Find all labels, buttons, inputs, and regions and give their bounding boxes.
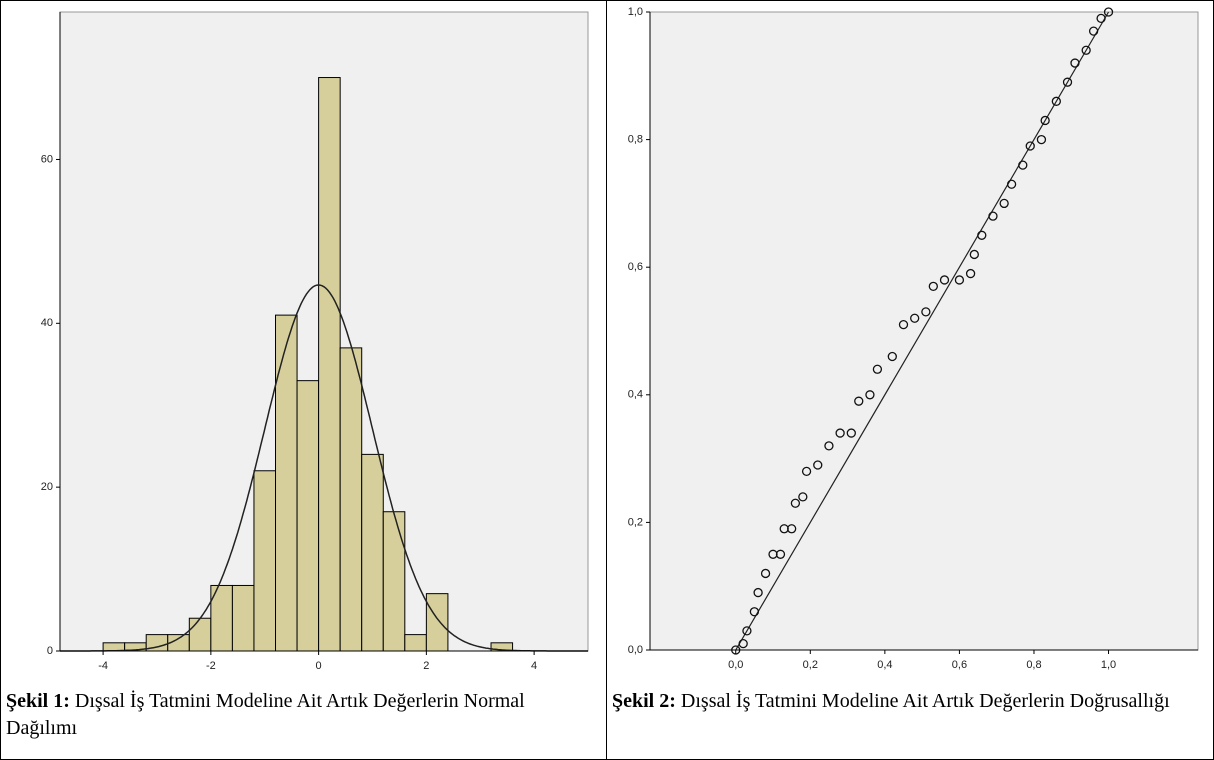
y-tick-label: 0,8 — [628, 134, 643, 146]
x-tick-label: 0,8 — [1026, 659, 1041, 671]
x-tick-label: 0,2 — [803, 659, 818, 671]
bar — [275, 314, 298, 652]
x-tick-label: 0,0 — [728, 659, 743, 671]
point — [1081, 45, 1091, 55]
y-tick-label: 0,4 — [628, 389, 643, 401]
point — [775, 549, 786, 559]
point — [921, 307, 931, 317]
point — [813, 460, 823, 470]
caption: Şekil 2: Dışsal İş Tatmini Modeline Ait … — [612, 688, 1192, 715]
y-tick-label: 0,6 — [628, 261, 643, 273]
cell-divider — [606, 0, 607, 760]
point — [1070, 58, 1080, 68]
point — [753, 587, 763, 598]
x-tick-label: 4 — [531, 660, 537, 672]
point — [760, 568, 771, 579]
bar — [361, 453, 384, 652]
plot-area — [649, 11, 1199, 651]
point — [742, 626, 752, 636]
point — [738, 638, 748, 649]
point — [1062, 77, 1073, 87]
x-tick-label: 0 — [316, 660, 322, 672]
x-tick-label: 1,0 — [1101, 659, 1116, 671]
x-tick-label: 2 — [423, 660, 429, 672]
point — [787, 524, 797, 534]
bar — [425, 593, 449, 652]
point — [954, 275, 965, 285]
bar — [318, 77, 341, 652]
point — [749, 607, 760, 617]
point — [865, 390, 875, 400]
y-tick-label: 1,0 — [628, 6, 643, 18]
bar — [339, 347, 363, 652]
normal-curve — [60, 284, 588, 652]
bar — [296, 380, 320, 652]
y-tick-label: 60 — [41, 153, 53, 165]
point — [928, 281, 938, 291]
point — [910, 313, 920, 323]
x-tick-label: 0,6 — [952, 659, 967, 671]
point — [798, 492, 808, 502]
bar — [188, 617, 212, 652]
point — [1103, 7, 1114, 17]
point — [1006, 179, 1017, 189]
point — [988, 211, 998, 221]
point — [969, 249, 979, 260]
x-tick-label: 0,4 — [877, 659, 892, 671]
bar — [231, 584, 255, 652]
caption-text: Dışsal İş Tatmini Modeline Ait Artık Değ… — [680, 690, 1170, 712]
point — [1025, 141, 1035, 151]
x-tick-label: -4 — [98, 660, 108, 672]
point — [1096, 13, 1106, 24]
y-tick-label: 20 — [41, 481, 53, 493]
y-tick-label: 0 — [47, 645, 53, 657]
point — [854, 396, 864, 406]
point — [835, 428, 845, 438]
y-tick-label: 0,2 — [628, 516, 643, 528]
point — [1040, 115, 1050, 126]
point — [1051, 96, 1061, 106]
point — [999, 198, 1009, 209]
y-tick-label: 40 — [41, 317, 53, 329]
point — [801, 466, 812, 477]
point — [1088, 26, 1099, 36]
reference-line — [735, 11, 1110, 651]
point — [1036, 134, 1047, 145]
point — [846, 428, 856, 438]
bar — [404, 634, 427, 652]
point — [887, 351, 897, 362]
bar — [382, 511, 406, 652]
caption-text: Dışsal İş Tatmini Modeline Ait Artık Değ… — [6, 690, 525, 739]
caption-label: Şekil 1: — [6, 690, 70, 712]
point — [977, 230, 987, 240]
point — [898, 319, 909, 330]
caption-label: Şekil 2: — [612, 690, 676, 712]
point — [872, 364, 883, 374]
point — [965, 268, 976, 279]
point — [790, 498, 801, 508]
charts: 0 20 40 60 -4 -2 0 2 4 0,0 0,2 0,4 0,6 0,8 1,0 0,0 0,2 0,… — [41, 6, 1199, 672]
point — [1018, 160, 1028, 170]
bar — [253, 470, 277, 652]
point — [939, 275, 950, 285]
y-tick-label: 0,0 — [628, 644, 643, 656]
caption: Şekil 1: Dışsal İş Tatmini Modeline Ait … — [6, 688, 586, 742]
x-tick-label: -2 — [206, 660, 216, 672]
point — [824, 441, 834, 451]
